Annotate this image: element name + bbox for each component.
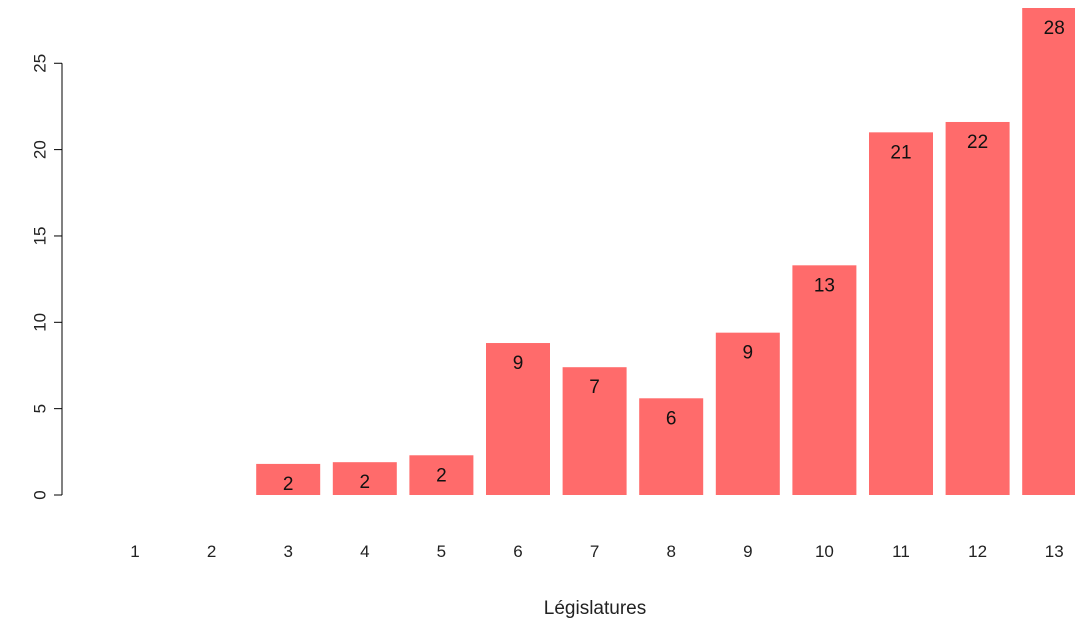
y-tick-label: 15 bbox=[31, 226, 50, 245]
bar bbox=[256, 463, 321, 495]
bar bbox=[486, 343, 550, 495]
y-tick-label: 0 bbox=[31, 490, 50, 499]
bar-data-label: 6 bbox=[666, 408, 677, 429]
bar bbox=[332, 462, 397, 495]
x-tick-label: 8 bbox=[666, 542, 675, 561]
x-tick-labels: 1 2 3 4 5 6 7 8 9 10 11 12 13 bbox=[130, 542, 1063, 561]
x-tick-label: 1 bbox=[130, 542, 139, 561]
x-tick-label: 11 bbox=[892, 542, 910, 561]
bar bbox=[562, 367, 627, 495]
bar bbox=[715, 332, 780, 495]
bar bbox=[1022, 8, 1075, 495]
bar bbox=[869, 132, 933, 495]
y-tick-label: 20 bbox=[31, 140, 50, 159]
x-tick-label: 5 bbox=[437, 542, 446, 561]
bar-data-label: 13 bbox=[814, 275, 835, 296]
y-axis: 0 5 10 15 20 25 bbox=[31, 54, 63, 500]
x-axis-title: Législatures bbox=[544, 598, 646, 619]
bar-data-label: 2 bbox=[360, 472, 371, 493]
bar-data-label: 9 bbox=[743, 343, 754, 364]
x-tick-label: 10 bbox=[815, 542, 834, 561]
bar-data-label: 22 bbox=[967, 132, 988, 153]
bar-data-label: 2 bbox=[436, 465, 447, 486]
bar-data-label: 21 bbox=[890, 142, 911, 163]
bar bbox=[792, 265, 857, 495]
bar-data-label: 9 bbox=[513, 353, 524, 374]
x-tick-label: 9 bbox=[743, 542, 752, 561]
x-tick-label: 3 bbox=[283, 542, 292, 561]
x-tick-label: 6 bbox=[513, 542, 522, 561]
y-tick-label: 10 bbox=[31, 313, 50, 332]
bar-data-label: 7 bbox=[589, 377, 600, 398]
bars bbox=[256, 8, 1075, 495]
x-tick-label: 13 bbox=[1045, 542, 1064, 561]
bar-data-label: 28 bbox=[1044, 18, 1065, 39]
x-tick-label: 12 bbox=[968, 542, 987, 561]
x-tick-label: 4 bbox=[360, 542, 369, 561]
x-tick-label: 2 bbox=[207, 542, 216, 561]
bar bbox=[639, 398, 704, 495]
y-tick-label: 5 bbox=[31, 404, 50, 413]
x-tick-label: 7 bbox=[590, 542, 599, 561]
bar-data-label: 2 bbox=[283, 474, 294, 495]
bar bbox=[945, 121, 1010, 495]
y-tick-label: 25 bbox=[31, 54, 50, 73]
bar bbox=[409, 455, 474, 495]
